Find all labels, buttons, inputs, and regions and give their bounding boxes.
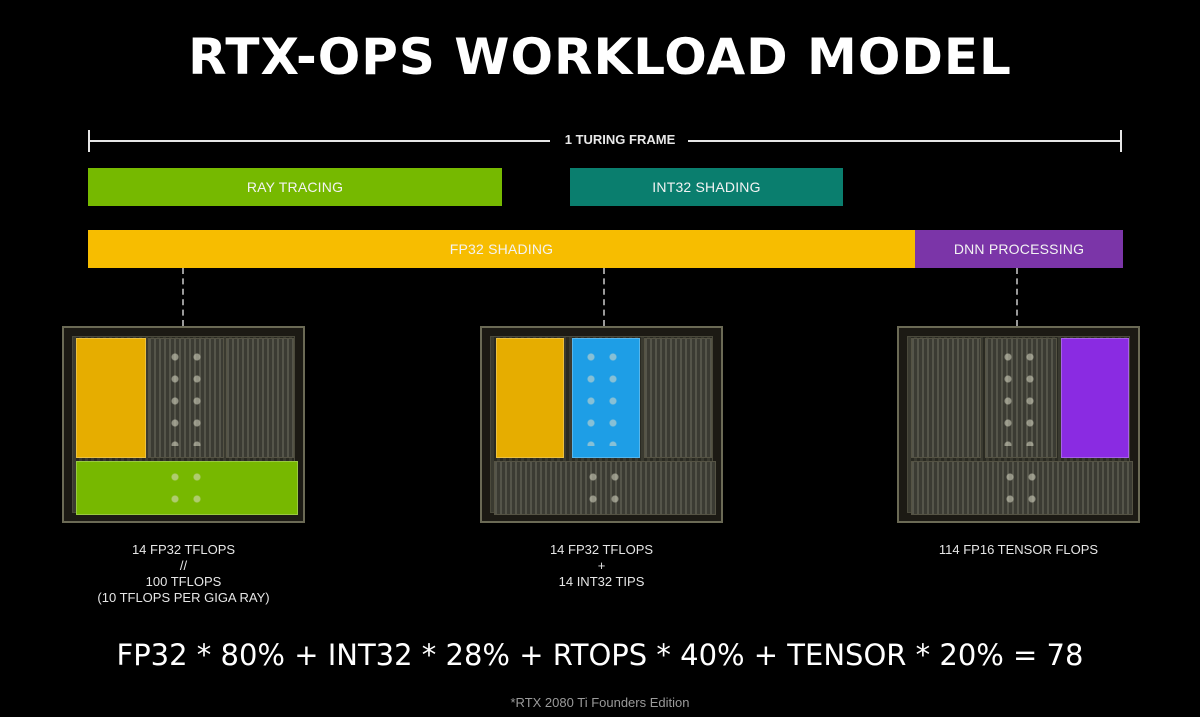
slide-title: RTX-OPS WORKLOAD MODEL: [188, 28, 1012, 86]
die-1-rt-dots: [164, 466, 214, 510]
fp32-shading-bar: FP32 SHADING: [88, 230, 915, 268]
die-1-caption-line: (10 TFLOPS PER GIGA RAY): [97, 590, 270, 605]
die-2-caption-line: +: [597, 558, 606, 573]
int32-shading-bar: INT32 SHADING: [570, 168, 843, 206]
die-1-block-right: [226, 338, 294, 458]
connector-dashed-3: [1016, 268, 1018, 326]
die-1-caption-line: 14 FP32 TFLOPS: [131, 542, 236, 557]
die-3-block-left: [911, 338, 981, 458]
die-1-caption: 14 FP32 TFLOPS // 100 TFLOPS (10 TFLOPS …: [62, 542, 305, 606]
timeline-label: 1 TURING FRAME: [564, 132, 676, 147]
ray-tracing-label: RAY TRACING: [246, 179, 344, 195]
die-2-caption: 14 FP32 TFLOPS + 14 INT32 TIPS: [480, 542, 723, 590]
die-1-sm-dots: [164, 346, 214, 446]
timeline-end-tick: [1120, 130, 1122, 152]
die-1-caption-line: 100 TFLOPS: [145, 574, 222, 589]
rtx-ops-formula: FP32 * 80% + INT32 * 28% + RTOPS * 40% +…: [116, 638, 1084, 672]
gpu-die-1: [62, 326, 305, 523]
die-1-fp32-highlight: [76, 338, 146, 458]
die-1-caption-line: //: [179, 558, 188, 573]
die-2-bottom-dots: [582, 466, 632, 510]
die-2-caption-line: 14 INT32 TIPS: [558, 574, 645, 589]
fp32-shading-label: FP32 SHADING: [449, 241, 554, 257]
connector-dashed-2: [603, 268, 605, 326]
die-3-bottom-dots: [999, 466, 1049, 510]
gpu-die-2: [480, 326, 723, 523]
die-2-fp32-highlight: [496, 338, 564, 458]
ray-tracing-bar: RAY TRACING: [88, 168, 502, 206]
timeline-line-left: [88, 140, 550, 142]
dnn-processing-bar: DNN PROCESSING: [915, 230, 1123, 268]
die-3-caption: 114 FP16 TENSOR FLOPS: [897, 542, 1140, 558]
timeline-line-right: [688, 140, 1122, 142]
footnote: *RTX 2080 Ti Founders Edition: [510, 695, 690, 710]
die-3-caption-line: 114 FP16 TENSOR FLOPS: [938, 542, 1099, 557]
die-3-tensor-highlight: [1061, 338, 1129, 458]
dnn-processing-label: DNN PROCESSING: [953, 241, 1085, 257]
die-3-sm-dots: [997, 346, 1047, 446]
connector-dashed-1: [182, 268, 184, 326]
int32-shading-label: INT32 SHADING: [652, 179, 761, 195]
gpu-die-3: [897, 326, 1140, 523]
die-2-block-right: [644, 338, 712, 458]
die-2-int32-dots: [580, 346, 630, 446]
die-2-caption-line: 14 FP32 TFLOPS: [549, 542, 654, 557]
